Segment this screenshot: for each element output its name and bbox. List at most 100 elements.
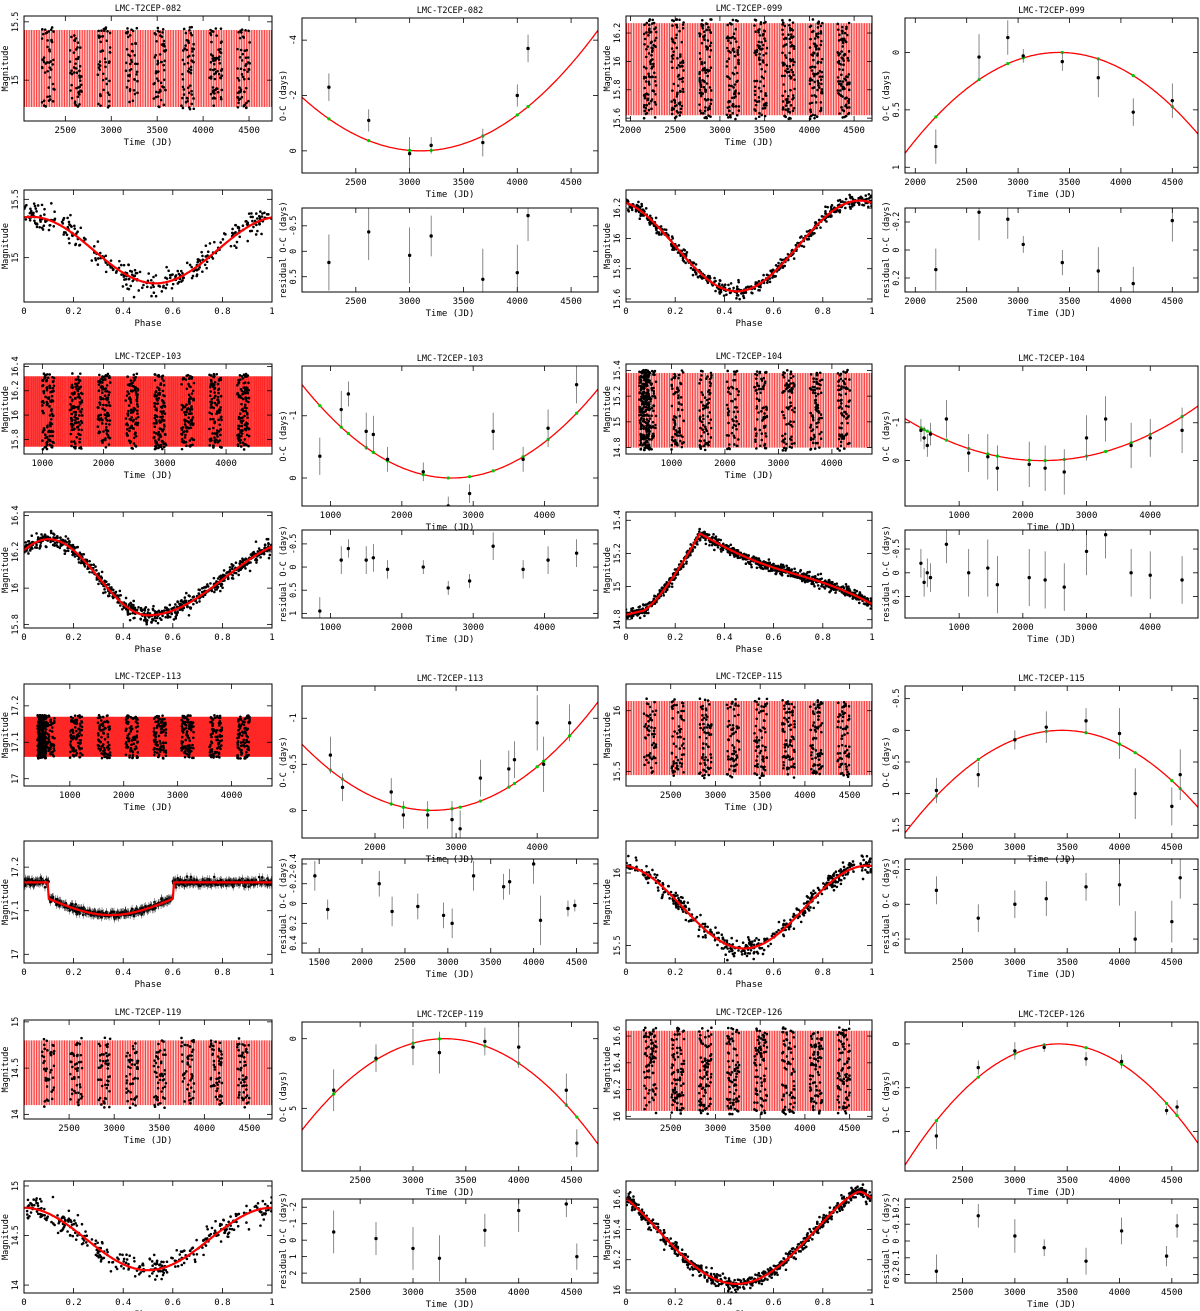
y-tick-label: 0.2 bbox=[892, 270, 902, 285]
data-point bbox=[677, 407, 680, 411]
data-point bbox=[814, 44, 817, 48]
data-point bbox=[170, 286, 174, 290]
data-point bbox=[842, 370, 845, 373]
data-point bbox=[811, 391, 815, 394]
data-point bbox=[90, 259, 94, 262]
data-point bbox=[161, 614, 164, 618]
data-point bbox=[42, 372, 46, 376]
data-point bbox=[638, 381, 641, 384]
data-point bbox=[762, 84, 766, 88]
data-point bbox=[791, 21, 795, 24]
data-point bbox=[50, 390, 54, 393]
data-point bbox=[46, 425, 49, 429]
data-point bbox=[230, 563, 233, 566]
data-point bbox=[224, 233, 227, 236]
data-point bbox=[674, 36, 678, 40]
data-point bbox=[788, 37, 791, 41]
data-point bbox=[642, 434, 646, 438]
data-point bbox=[515, 93, 519, 98]
data-point bbox=[764, 52, 768, 55]
data-point bbox=[77, 561, 81, 564]
data-point bbox=[79, 372, 82, 375]
data-point bbox=[255, 561, 258, 564]
data-point bbox=[121, 608, 124, 611]
data-point bbox=[239, 441, 242, 445]
data-point bbox=[221, 238, 225, 241]
data-point bbox=[671, 24, 674, 27]
data-point bbox=[83, 565, 87, 568]
data-point bbox=[66, 549, 70, 553]
data-point bbox=[808, 102, 812, 105]
data-point bbox=[780, 258, 784, 262]
y-tick-label: 16 bbox=[11, 583, 21, 593]
data-point bbox=[757, 384, 761, 388]
model-curve bbox=[24, 538, 272, 617]
data-point bbox=[151, 618, 155, 622]
data-point bbox=[133, 78, 137, 81]
data-point bbox=[161, 415, 165, 418]
data-point bbox=[787, 117, 791, 121]
data-point bbox=[119, 263, 123, 267]
axes-frame bbox=[904, 365, 1199, 507]
data-point bbox=[42, 224, 46, 227]
data-point bbox=[728, 113, 732, 117]
data-point bbox=[103, 413, 107, 416]
data-point bbox=[678, 29, 681, 33]
data-point bbox=[244, 397, 248, 401]
data-point bbox=[131, 99, 135, 103]
data-point bbox=[771, 276, 774, 279]
data-point bbox=[765, 406, 768, 410]
data-point bbox=[238, 235, 242, 239]
data-point bbox=[215, 373, 219, 376]
data-point bbox=[919, 428, 923, 433]
data-point bbox=[130, 58, 133, 62]
data-point bbox=[762, 76, 765, 80]
data-point bbox=[128, 612, 132, 616]
data-point bbox=[72, 410, 76, 414]
data-point bbox=[162, 379, 165, 383]
data-point bbox=[185, 444, 188, 448]
data-point bbox=[733, 443, 736, 446]
data-point bbox=[62, 216, 66, 220]
data-point bbox=[729, 41, 732, 45]
data-point bbox=[67, 237, 71, 240]
data-point bbox=[76, 95, 80, 99]
data-point bbox=[154, 53, 158, 57]
data-point bbox=[183, 423, 187, 426]
data-point bbox=[701, 414, 705, 417]
data-point bbox=[158, 419, 161, 422]
data-point bbox=[100, 29, 103, 32]
data-point bbox=[703, 396, 707, 399]
data-point bbox=[48, 76, 52, 79]
data-point bbox=[52, 376, 56, 380]
data-point bbox=[69, 395, 72, 399]
data-point bbox=[790, 391, 794, 394]
data-point bbox=[732, 86, 735, 89]
data-point bbox=[70, 440, 73, 443]
axes-frame bbox=[301, 365, 599, 507]
data-point bbox=[136, 91, 139, 95]
data-point bbox=[220, 418, 223, 422]
data-point bbox=[710, 376, 713, 379]
data-point bbox=[99, 396, 103, 400]
data-point bbox=[244, 391, 247, 395]
data-point bbox=[150, 294, 153, 298]
data-point bbox=[1170, 218, 1174, 223]
data-point bbox=[735, 427, 738, 431]
data-point bbox=[216, 441, 220, 444]
data-point bbox=[785, 423, 788, 426]
data-point bbox=[190, 392, 194, 395]
data-point bbox=[241, 397, 245, 401]
data-point bbox=[128, 382, 132, 386]
data-point bbox=[653, 71, 656, 75]
data-point bbox=[637, 200, 640, 204]
data-point bbox=[640, 426, 643, 430]
data-point bbox=[789, 376, 793, 380]
data-point bbox=[702, 423, 705, 427]
data-point bbox=[149, 278, 153, 282]
data-point bbox=[758, 34, 762, 37]
data-point bbox=[819, 78, 823, 81]
data-point bbox=[643, 86, 647, 90]
